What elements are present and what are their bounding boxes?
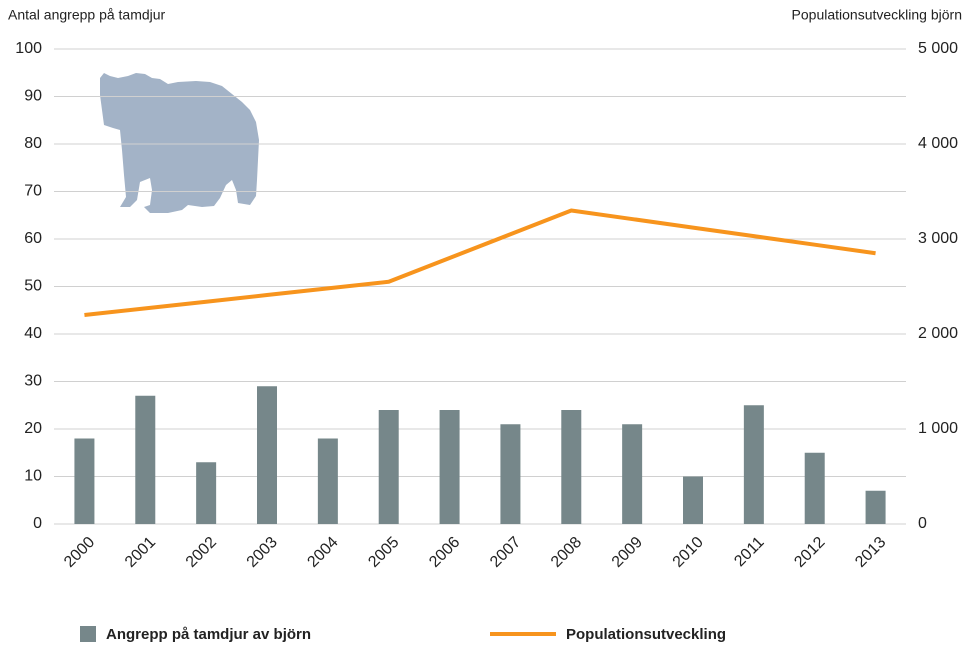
y2-tick-label: 4 000 (918, 135, 958, 152)
x-tick-label: 2002 (183, 534, 220, 571)
x-tick-label: 2007 (487, 534, 524, 571)
x-tick-label: 2003 (244, 534, 281, 571)
bar (804, 452, 825, 524)
y-tick-label: 0 (33, 515, 42, 532)
bar (439, 410, 460, 524)
x-tick-label: 2008 (548, 534, 585, 571)
y2-tick-label: 1 000 (918, 420, 958, 437)
x-tick-label: 2006 (426, 534, 463, 571)
x-tick-label: 2011 (731, 534, 767, 570)
bar (500, 424, 521, 524)
y2-tick-label: 3 000 (918, 230, 958, 247)
x-tick-label: 2005 (365, 534, 402, 571)
bear-icon (100, 73, 259, 213)
x-tick-label: 2004 (304, 534, 341, 571)
y2-tick-label: 2 000 (918, 325, 958, 342)
bar (683, 476, 703, 524)
legend-swatch (80, 626, 96, 642)
x-tick-label: 2009 (609, 534, 646, 571)
bar (196, 462, 217, 524)
bar (378, 410, 399, 524)
x-tick-label: 2000 (61, 534, 98, 571)
x-tick-label: 2001 (122, 534, 159, 571)
line (84, 208, 876, 317)
y-tick-label: 90 (24, 88, 42, 105)
bar (743, 405, 764, 524)
y-tick-label: 80 (24, 135, 42, 152)
x-tick-label: 2013 (852, 534, 889, 571)
y2-axis-title: Populationsutveckling björn (792, 7, 962, 23)
legend-label: Angrepp på tamdjur av björn (106, 626, 311, 643)
y-tick-label: 100 (15, 40, 42, 57)
y-tick-label: 40 (24, 325, 42, 342)
y-tick-label: 30 (24, 373, 42, 390)
bar (74, 438, 95, 524)
bar (561, 410, 582, 524)
legend-label: Populationsutveckling (566, 626, 726, 643)
y2-tick-label: 5 000 (918, 40, 958, 57)
y-tick-label: 60 (24, 230, 42, 247)
y-tick-label: 70 (24, 183, 42, 200)
bar (257, 386, 277, 524)
y-axis-title: Antal angrepp på tamdjur (8, 7, 166, 23)
y2-tick-label: 0 (918, 515, 927, 532)
bar (135, 395, 156, 524)
y-tick-label: 10 (24, 468, 42, 485)
x-tick-label: 2012 (791, 534, 828, 571)
bar (622, 424, 643, 524)
y-tick-label: 20 (24, 420, 42, 437)
bar (865, 490, 886, 524)
bar (317, 438, 338, 524)
x-tick-label: 2010 (670, 534, 707, 571)
y-tick-label: 50 (24, 278, 42, 295)
